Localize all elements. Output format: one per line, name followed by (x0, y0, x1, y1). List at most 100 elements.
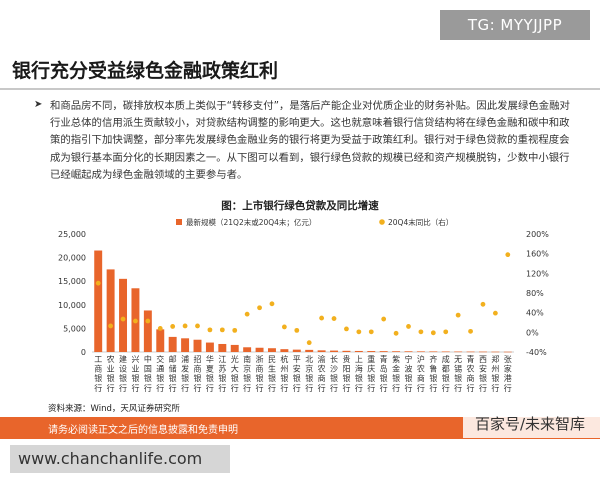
title-divider (0, 88, 600, 90)
growth-point (319, 315, 325, 321)
bar (243, 347, 252, 352)
x-tick-label: 平安银行 (293, 355, 301, 393)
growth-point (406, 324, 411, 329)
x-tick-label: 民生银行 (268, 355, 276, 393)
x-tick-label: 杭州银行 (280, 354, 288, 393)
x-tick-label: 重庆银行 (367, 354, 375, 393)
x-tick-label: 无锡银行 (454, 355, 462, 393)
x-tick-label: 齐鲁银行 (429, 354, 437, 393)
bar (205, 342, 214, 352)
y-right-tick-label: 120% (526, 269, 549, 278)
y-right-tick-label: 0% (526, 328, 539, 337)
growth-point (120, 316, 126, 322)
x-tick-label: 西安银行 (479, 355, 487, 393)
bar (503, 351, 512, 353)
source-note: 资料来源：Wind，天风证券研究所 (48, 404, 180, 414)
arrow-right-icon: ➤ (34, 99, 43, 110)
growth-point (455, 312, 461, 318)
x-tick-label: 光大银行 (231, 354, 239, 393)
bar (218, 343, 227, 352)
growth-point (393, 330, 399, 336)
growth-point (368, 329, 374, 335)
x-tick-label: 上海银行 (355, 355, 363, 393)
x-tick-label: 宁波银行 (405, 354, 413, 393)
bar (454, 351, 463, 353)
x-tick-label: 长沙银行 (330, 354, 338, 393)
growth-point (281, 324, 287, 330)
growth-point (306, 340, 312, 346)
y-right-tick-label: 80% (526, 289, 544, 298)
top-watermark: TG: MYYJJPP (440, 10, 590, 40)
y-right-tick-label: 160% (526, 250, 549, 259)
x-tick-label: 成都银行 (442, 354, 450, 393)
growth-point (294, 327, 300, 333)
x-tick-label: 张家港行 (504, 355, 512, 393)
body-paragraph: 和商品房不同，碳排放权本质上类似于“转移支付”，是落后产能企业对优质企业的财务补… (50, 100, 570, 181)
bar (342, 350, 351, 352)
x-tick-label: 贵阳银行 (342, 354, 350, 393)
growth-point (232, 327, 238, 333)
bar (280, 349, 289, 352)
y-left-tick-label: 20,000 (58, 254, 86, 263)
bar (367, 351, 376, 352)
bar (292, 349, 301, 352)
x-tick-label: 中国银行 (144, 354, 152, 393)
growth-point (257, 305, 262, 311)
growth-point (480, 301, 486, 307)
growth-point (468, 328, 473, 334)
bar (416, 351, 425, 352)
bar (94, 250, 103, 352)
footer-disclaimer: 请务必阅读正文之后的信息披露和免责申明 (48, 425, 238, 436)
growth-point (344, 326, 349, 332)
chart-title: 图：上市银行绿色贷款及同比增速 (221, 200, 379, 212)
x-tick-label: 北京银行 (305, 355, 313, 393)
x-tick-label: 渝农商行 (318, 354, 326, 393)
bar (491, 351, 500, 353)
x-tick-label: 青农商行 (467, 354, 475, 393)
bar (317, 350, 326, 352)
bar (305, 349, 314, 352)
bar (156, 329, 165, 352)
footer-bar (0, 417, 600, 439)
x-tick-label: 浦发银行 (181, 354, 189, 393)
page-title: 银行充分受益绿色金融政策红利 (12, 60, 279, 82)
y-left-tick-label: 15,000 (58, 277, 86, 286)
growth-point (182, 323, 188, 329)
y-left-tick-label: 25,000 (58, 230, 86, 239)
y-right-tick-label: -40% (526, 348, 547, 357)
growth-point (133, 318, 138, 324)
watermark-website: www.chanchanlife.com (10, 445, 230, 473)
growth-point (269, 301, 275, 307)
growth-point (219, 327, 225, 333)
bar (181, 338, 190, 352)
bar (330, 350, 339, 352)
y-right-tick-label: 40% (526, 309, 544, 318)
growth-point (505, 252, 511, 258)
growth-point (95, 280, 101, 286)
growth-point (356, 329, 362, 335)
growth-point (331, 316, 337, 321)
y-left-tick-label: 5,000 (63, 324, 86, 333)
bar (392, 351, 401, 352)
x-tick-label: 华夏银行 (206, 354, 214, 393)
chart-area: 最新规模（21Q2末或20Q4末；亿元） 20Q4末同比（右） 0 5,000 10,0… (0, 210, 600, 406)
growth-point (207, 327, 213, 333)
bar (429, 351, 438, 353)
growth-point (108, 323, 114, 329)
x-tick-label: 紫金银行 (392, 355, 400, 393)
x-tick-label: 建设银行 (119, 354, 127, 393)
bar (230, 344, 239, 352)
y-left-tick-label: 0 (81, 348, 86, 357)
x-tick-label: 农业银行 (107, 354, 115, 393)
bar (168, 336, 177, 352)
bar (379, 351, 388, 352)
x-tick-label: 郑州银行 (491, 354, 499, 393)
x-tick-label: 南京银行 (243, 354, 251, 393)
growth-point (443, 329, 449, 335)
bar (106, 269, 115, 352)
growth-point (157, 326, 163, 331)
growth-point (492, 310, 498, 316)
bar (466, 351, 475, 353)
y-right-tick-label: 200% (526, 230, 549, 239)
x-tick-label: 交通银行 (156, 354, 164, 393)
